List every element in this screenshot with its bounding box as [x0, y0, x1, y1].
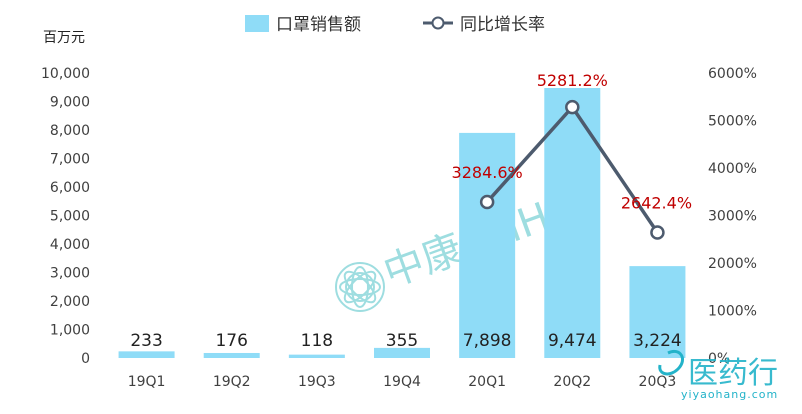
legend-label-sales: 口罩销售额: [276, 15, 361, 35]
left-tick-label: 9,000: [50, 95, 90, 111]
bar-value-label: 176: [215, 331, 247, 351]
left-tick-label: 7,000: [50, 152, 90, 168]
growth-line: 3284.6% 5281.2% 2642.4%: [452, 71, 692, 240]
left-tick-label: 10,000: [41, 66, 90, 82]
x-tick-label: 20Q2: [553, 374, 591, 390]
legend-marker-growth: [431, 16, 445, 30]
bar-19Q2: [203, 352, 260, 358]
x-axis-ticks: 19Q1 19Q2 19Q3 19Q4 20Q1 20Q2 20Q3: [128, 374, 677, 390]
left-axis-unit: 百万元: [43, 30, 85, 46]
x-tick-label: 19Q3: [298, 374, 336, 390]
corner-logo-icon: [658, 350, 684, 376]
bar-value-label: 118: [301, 331, 333, 351]
right-axis-ticks: 0% 1000% 2000% 3000% 4000% 5000% 6000%: [708, 66, 757, 367]
x-tick-label: 19Q2: [213, 374, 251, 390]
bar-19Q4: [374, 347, 430, 358]
left-tick-label: 2,000: [50, 294, 90, 310]
left-tick-label: 5,000: [50, 209, 90, 225]
right-tick-label: 4000%: [708, 161, 757, 177]
right-tick-label: 0%: [708, 351, 730, 367]
watermark-corner: 医药行 yiyaohang.com: [658, 350, 778, 401]
x-tick-label: 19Q4: [383, 374, 421, 390]
bar-value-label: 9,474: [548, 331, 597, 351]
growth-point-20Q1: [479, 194, 495, 210]
bar-value-label: 7,898: [463, 331, 512, 351]
bar-19Q3: [288, 354, 345, 358]
left-tick-label: 1,000: [50, 323, 90, 339]
x-tick-label: 19Q1: [128, 374, 166, 390]
bar-value-label: 3,224: [633, 331, 682, 351]
growth-point-20Q3: [650, 225, 665, 240]
left-tick-label: 3,000: [50, 266, 90, 282]
left-tick-label: 6,000: [50, 180, 90, 196]
left-tick-label: 8,000: [50, 123, 90, 139]
legend-swatch-sales: [245, 15, 269, 32]
corner-watermark-text: 医药行: [688, 356, 778, 391]
growth-value-label: 5281.2%: [537, 71, 608, 90]
flower-logo-icon: [335, 262, 385, 312]
legend-label-growth: 同比增长率: [460, 15, 545, 35]
growth-point-20Q2: [565, 99, 580, 115]
bar-value-label: 233: [130, 331, 162, 351]
bar-20Q1: [459, 132, 516, 358]
bar-19Q1: [118, 351, 175, 358]
right-tick-label: 6000%: [708, 66, 757, 82]
right-tick-label: 5000%: [708, 114, 757, 130]
growth-value-label: 2642.4%: [621, 193, 692, 212]
right-tick-label: 3000%: [708, 209, 757, 225]
right-tick-label: 1000%: [708, 304, 757, 320]
right-tick-label: 2000%: [708, 256, 757, 272]
legend: 口罩销售额 同比增长率: [245, 15, 545, 35]
growth-value-label: 3284.6%: [452, 163, 523, 182]
bars: 233 176 118 355 7,898 9,474 3,224: [118, 87, 686, 358]
x-tick-label: 20Q3: [639, 374, 677, 390]
bar-value-label: 355: [386, 331, 418, 351]
watermark-center: 中康CMH: [335, 194, 556, 312]
corner-watermark-url: yiyaohang.com: [681, 388, 778, 401]
left-tick-label: 0: [81, 351, 90, 367]
left-tick-label: 4,000: [50, 237, 90, 253]
left-axis-ticks: 0 1,000 2,000 3,000 4,000 5,000 6,000 7,000 8,00…: [41, 66, 90, 367]
x-tick-label: 20Q1: [468, 374, 506, 390]
bar-20Q3: [629, 266, 686, 358]
